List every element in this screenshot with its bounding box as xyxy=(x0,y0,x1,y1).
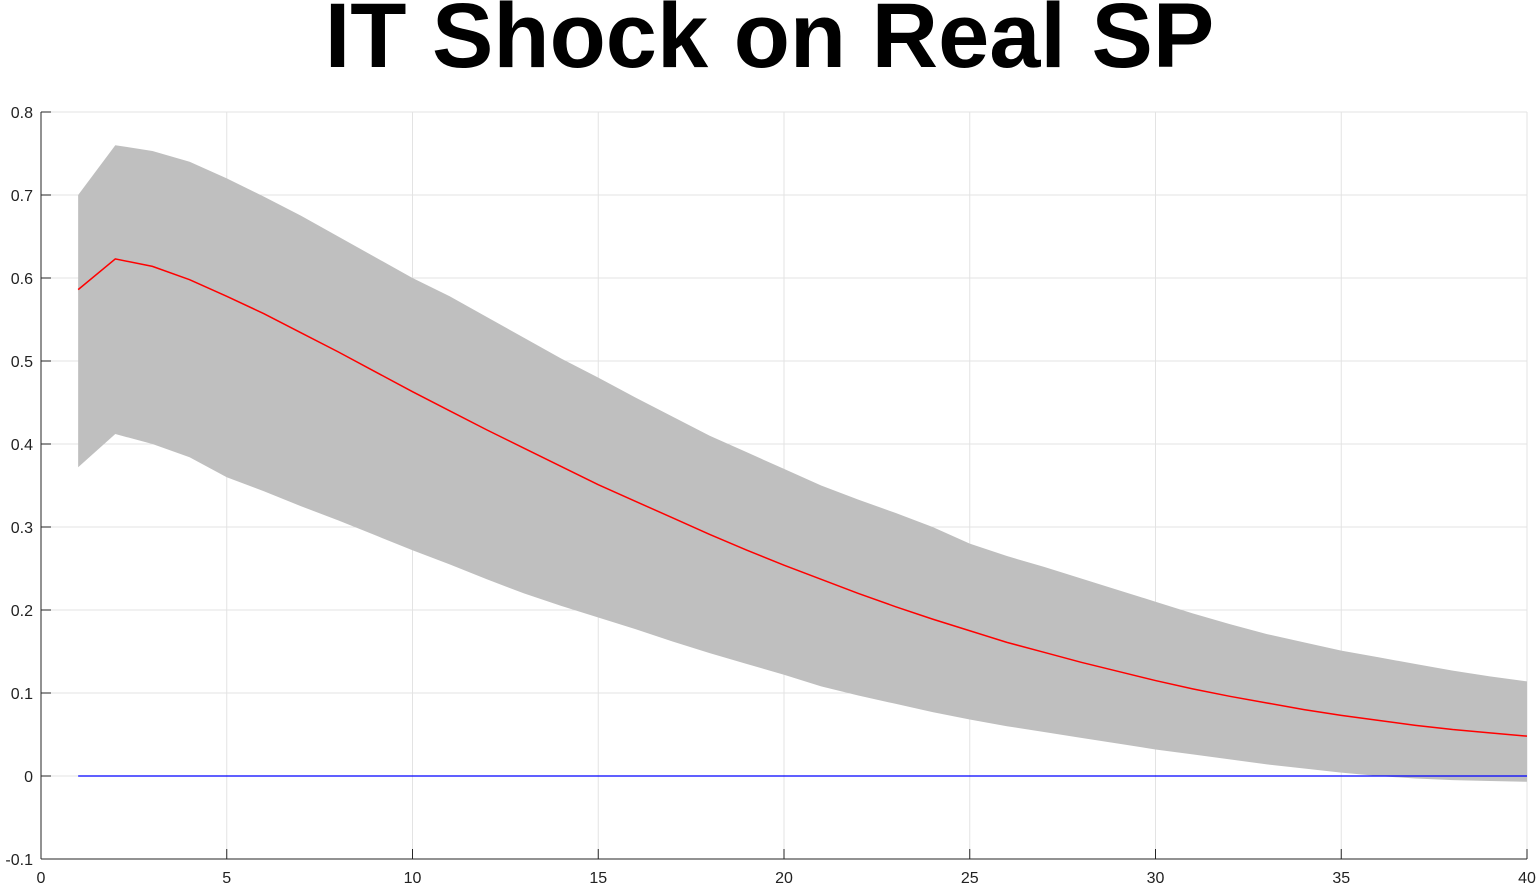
tick-labels: 0 5 10 15 20 25 30 35 40-0.100.10.20.30.40.50.60… xyxy=(5,105,1536,887)
x-tick-label-6: 30 xyxy=(1147,870,1165,887)
y-tick-label-3: 0.2 xyxy=(11,603,33,620)
x-tick-label-2: 10 xyxy=(404,870,422,887)
y-tick-label-0: -0.1 xyxy=(5,852,33,869)
chart-title: IT Shock on Real SP xyxy=(324,0,1215,87)
y-tick-label-9: 0.8 xyxy=(11,105,33,122)
y-tick-label-7: 0.6 xyxy=(11,271,33,288)
x-tick-label-5: 25 xyxy=(961,870,979,887)
axes xyxy=(40,111,1528,860)
x-tick-label-8: 40 xyxy=(1518,870,1536,887)
x-tick-label-0: 0 xyxy=(37,870,46,887)
x-tick-label-1: 5 xyxy=(222,870,231,887)
x-tick-label-4: 20 xyxy=(775,870,793,887)
confidence-band-area xyxy=(78,145,1527,782)
median-response-line xyxy=(77,258,1528,737)
series-lines xyxy=(77,258,1528,777)
x-tick-label-7: 35 xyxy=(1332,870,1350,887)
x-tick-label-3: 15 xyxy=(589,870,607,887)
y-tick-label-1: 0 xyxy=(24,769,33,786)
y-tick-label-5: 0.4 xyxy=(11,437,33,454)
y-tick-label-6: 0.5 xyxy=(11,354,33,371)
y-tick-label-8: 0.7 xyxy=(11,188,33,205)
y-tick-label-2: 0.1 xyxy=(11,686,33,703)
y-tick-label-4: 0.3 xyxy=(11,520,33,537)
confidence-band xyxy=(78,145,1527,782)
